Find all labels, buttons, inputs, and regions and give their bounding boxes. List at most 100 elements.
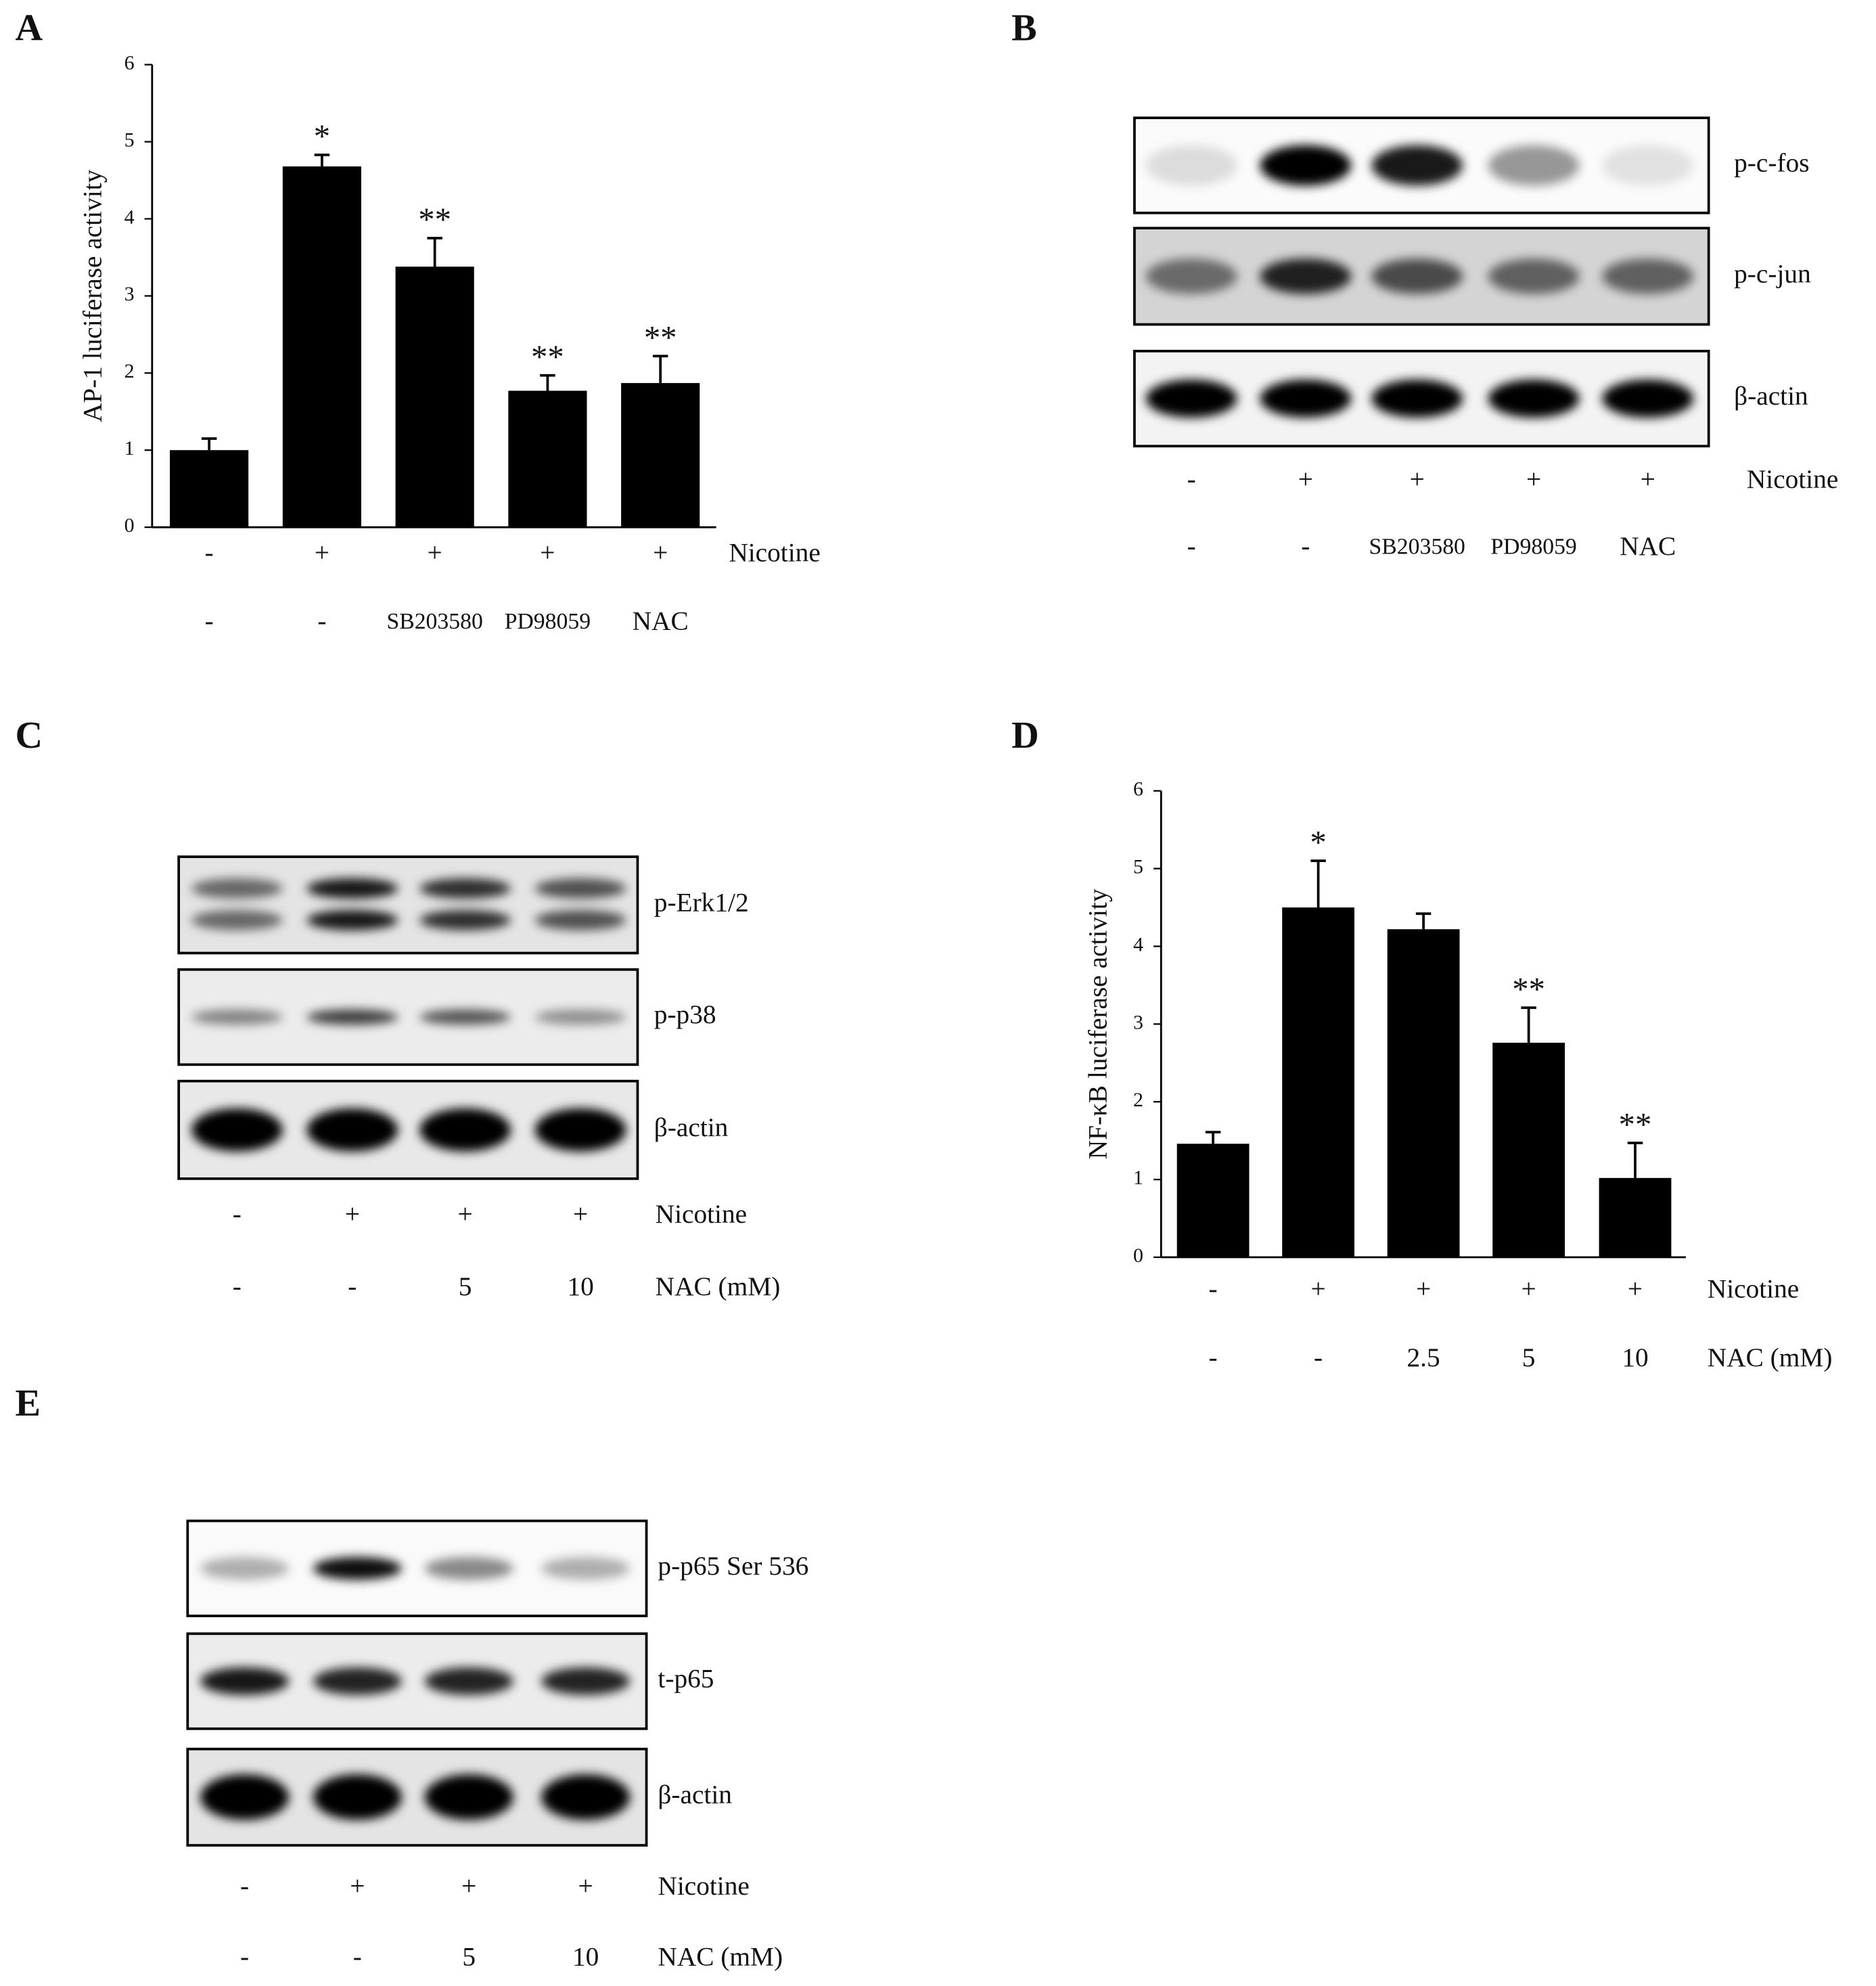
y-tick-label: 2: [1133, 1089, 1143, 1111]
error-bar: [540, 374, 555, 391]
y-tick-label: 6: [1133, 778, 1143, 800]
band: [534, 1108, 626, 1152]
treatment-label: -: [240, 1942, 249, 1972]
blot-bands: [191, 1108, 626, 1152]
band: [1145, 145, 1237, 186]
treatment-label: -: [205, 537, 214, 567]
band: [419, 909, 511, 930]
treatment-name: Nicotine: [1708, 1274, 1799, 1304]
treatment-label: +: [345, 1199, 360, 1229]
band: [313, 1667, 402, 1696]
error-bar: [1627, 1142, 1643, 1178]
bar: [282, 166, 361, 528]
blot-bands: [1145, 258, 1694, 294]
treatment-label: -: [205, 606, 214, 636]
treatment-name: Nicotine: [729, 537, 820, 567]
blot-bands: [191, 1009, 626, 1025]
treatment-label: +: [1298, 464, 1313, 494]
band: [1260, 258, 1352, 294]
error-bar: [1205, 1131, 1221, 1144]
treatment-name: NAC (mM): [656, 1271, 781, 1301]
treatment-name: Nicotine: [1747, 464, 1838, 494]
band: [306, 878, 398, 899]
band: [1371, 145, 1463, 186]
treatment-name: NAC (mM): [1708, 1342, 1833, 1372]
band: [1488, 379, 1580, 418]
treatment-label: +: [653, 537, 668, 567]
bar: [1599, 1177, 1672, 1258]
band: [191, 909, 283, 930]
treatment-label: -: [1209, 1342, 1218, 1372]
band: [313, 1774, 402, 1820]
bar: [621, 383, 700, 528]
bar: [1282, 907, 1354, 1258]
band: [419, 1108, 511, 1152]
bar: [1492, 1042, 1565, 1258]
treatment-label: +: [428, 537, 442, 567]
treatment-label: SB203580: [386, 609, 482, 634]
significance: **: [644, 319, 677, 356]
treatment-label: -: [1301, 531, 1310, 561]
error-bar: [314, 153, 330, 166]
treatment-label: +: [350, 1871, 365, 1901]
band: [1260, 145, 1352, 186]
band: [424, 1556, 513, 1580]
y-tick-label: 5: [124, 129, 135, 151]
band: [313, 1556, 402, 1580]
band-label: β-actin: [654, 1112, 729, 1142]
y-tick-label: 0: [1133, 1244, 1143, 1267]
bar: [1176, 1144, 1250, 1258]
treatment-label: SB203580: [1369, 535, 1465, 560]
band: [541, 1667, 631, 1696]
band: [1602, 379, 1694, 418]
error-bar: [1415, 912, 1432, 930]
panel-letter: E: [15, 1382, 40, 1424]
y-tick-label: 2: [124, 360, 135, 382]
blot-bands: [200, 1774, 631, 1820]
treatment-label: +: [1522, 1274, 1536, 1304]
y-tick-label: 3: [1133, 1011, 1143, 1033]
band: [424, 1774, 513, 1820]
panel-letter: A: [15, 7, 43, 49]
significance: **: [1619, 1106, 1652, 1143]
band-label: p-c-fos: [1734, 148, 1809, 177]
band: [419, 878, 511, 899]
treatment-label: +: [461, 1871, 476, 1901]
error-bar: [427, 237, 442, 267]
band: [1145, 379, 1237, 418]
treatment-label: +: [1641, 464, 1655, 494]
panel-letter: D: [1011, 715, 1039, 757]
blot-frame: [177, 855, 639, 955]
bar: [1387, 929, 1460, 1258]
significance: **: [1512, 971, 1545, 1008]
treatment-label: +: [573, 1199, 588, 1229]
treatment-label: -: [1209, 1274, 1218, 1304]
y-axis-label: NF-κB luciferase activity: [1082, 888, 1112, 1159]
treatment-label: PD98059: [1490, 535, 1576, 560]
treatment-label: 5: [459, 1271, 472, 1301]
treatment-name: Nicotine: [656, 1199, 747, 1229]
y-axis-label: AP-1 luciferase activity: [78, 169, 108, 422]
error-bar: [201, 437, 217, 451]
treatment-label: -: [317, 606, 326, 636]
band: [306, 1009, 398, 1025]
band: [306, 909, 398, 930]
band: [1602, 258, 1694, 294]
band: [1145, 258, 1237, 294]
band: [191, 1108, 283, 1152]
band: [541, 1556, 631, 1580]
y-tick-label: 6: [124, 51, 135, 74]
y-tick-label: 0: [124, 514, 135, 537]
band: [200, 1667, 290, 1696]
band: [306, 1108, 398, 1152]
band: [200, 1774, 290, 1820]
treatment-label: 10: [572, 1942, 599, 1972]
bar: [508, 390, 587, 528]
band-label: β-actin: [658, 1780, 732, 1809]
band: [534, 1009, 626, 1025]
band: [200, 1556, 290, 1580]
treatment-label: +: [315, 537, 329, 567]
band: [419, 1009, 511, 1025]
band-label: β-actin: [1734, 381, 1808, 411]
